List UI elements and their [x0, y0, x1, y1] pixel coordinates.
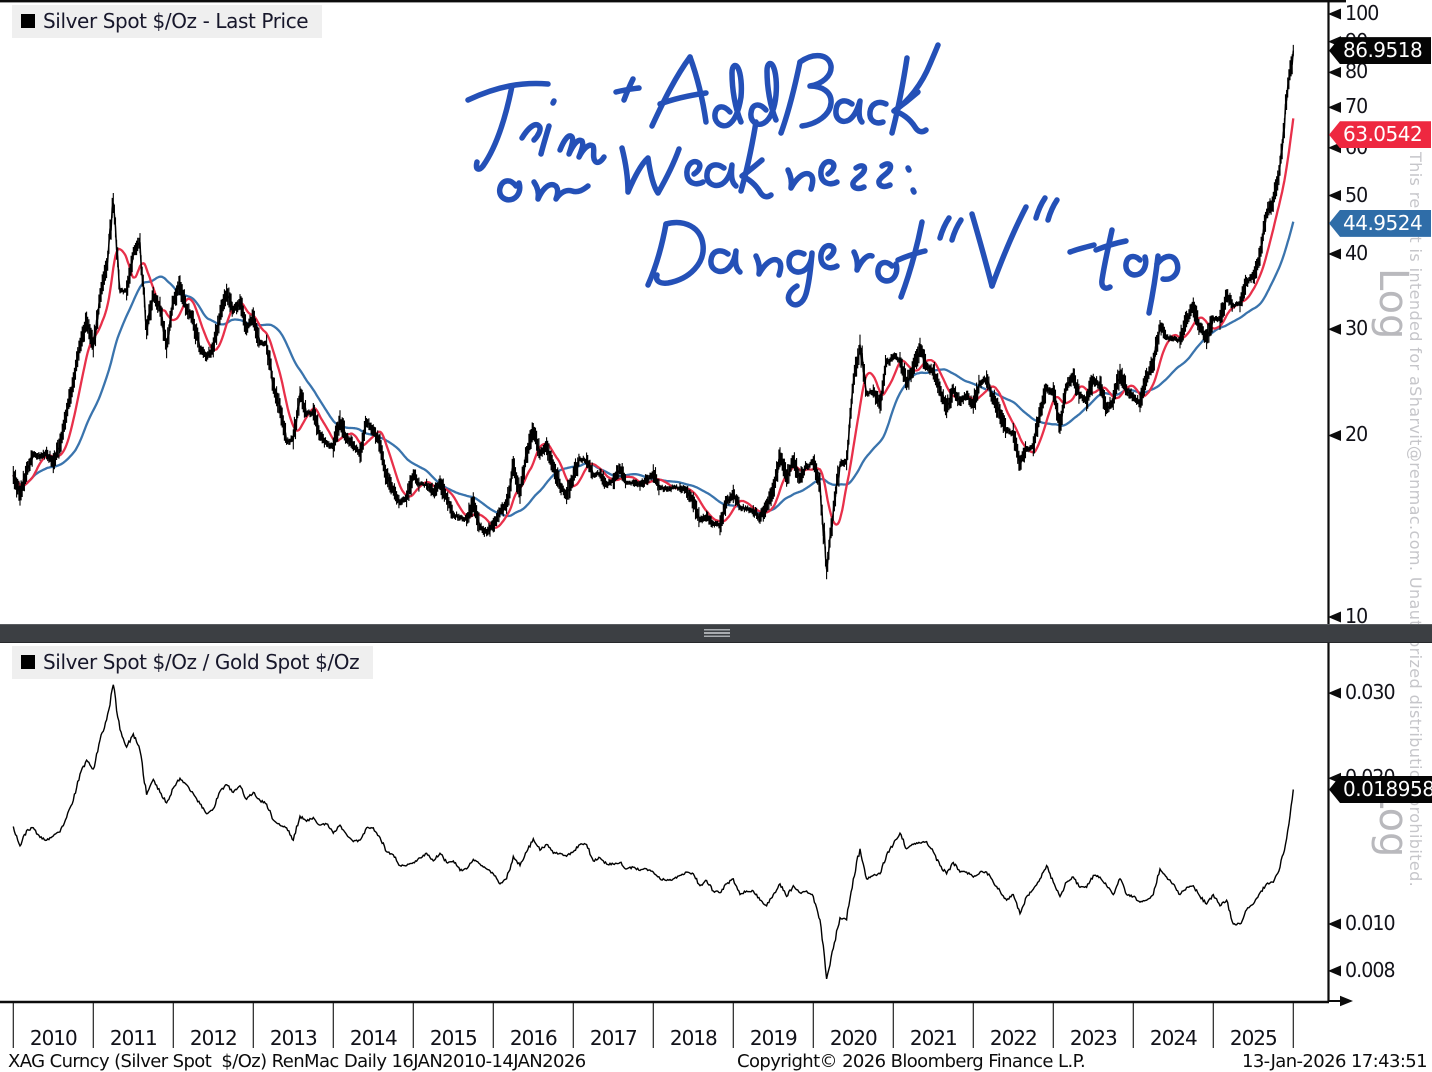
y-tick-label: 40	[1345, 240, 1368, 265]
x-year-label: 2017	[589, 1026, 638, 1050]
x-year-label: 2010	[29, 1026, 78, 1050]
legend-silver-gold-ratio[interactable]: Silver Spot $/Oz / Gold Spot $/Oz	[12, 646, 374, 679]
legend-top-label: Silver Spot $/Oz - Last Price	[43, 9, 309, 33]
y-tick-label: 100	[1345, 1, 1379, 25]
x-year-label: 2025	[1229, 1026, 1278, 1050]
series-swatch-icon	[21, 14, 35, 28]
legend-bottom-label: Silver Spot $/Oz / Gold Spot $/Oz	[43, 650, 360, 674]
footer-timestamp: 13-Jan-2026 17:43:51	[1241, 1051, 1428, 1072]
y-tick-label: 30	[1345, 316, 1368, 341]
series-swatch-icon	[21, 655, 35, 669]
panel-splitter[interactable]	[0, 624, 1432, 643]
x-year-label: 2018	[669, 1026, 718, 1050]
handwritten-annotation	[465, 42, 1181, 316]
footer-ticker-info: XAG Curncy (Silver Spot $/Oz) RenMac Dai…	[8, 1051, 586, 1072]
x-year-label: 2012	[189, 1026, 238, 1050]
footer-copyright: Copyright© 2026 Bloomberg Finance L.P.	[737, 1051, 1086, 1072]
chart-frame	[0, 0, 1353, 1048]
y-tick-label: 70	[1345, 94, 1368, 119]
legend-silver-last-price[interactable]: Silver Spot $/Oz - Last Price	[12, 5, 323, 38]
splitter-grip-icon[interactable]	[704, 629, 730, 637]
x-year-label: 2014	[349, 1026, 398, 1050]
silver-gold-ratio-panel	[12, 684, 1294, 980]
x-year-label: 2020	[829, 1026, 878, 1050]
price-tag: 63.0542	[1329, 121, 1432, 149]
y-tick-label: 0.008	[1345, 957, 1396, 982]
price-tag: 86.9518	[1329, 37, 1432, 65]
x-year-label: 2023	[1069, 1026, 1118, 1050]
x-year-label: 2013	[269, 1026, 318, 1050]
price-tag: 44.9524	[1329, 209, 1432, 237]
x-year-label: 2011	[109, 1026, 158, 1050]
y-tick-label: 80	[1345, 59, 1368, 84]
y-tick-label: 0.030	[1345, 680, 1396, 705]
x-year-label: 2019	[749, 1026, 798, 1050]
x-year-label: 2021	[909, 1026, 958, 1050]
y-tick-label: 50	[1345, 182, 1368, 207]
x-year-label: 2015	[429, 1026, 478, 1050]
x-year-label: 2016	[509, 1026, 558, 1050]
y-axis-ticks	[1328, 8, 1341, 977]
log-scale-label-top: Log	[1370, 268, 1416, 340]
y-tick-label: 10	[1345, 604, 1368, 628]
y-tick-label: 20	[1345, 422, 1368, 447]
x-year-label: 2022	[989, 1026, 1038, 1050]
y-tick-label: 0.010	[1345, 911, 1396, 935]
disclaimer-watermark: This report is intended for aSharvit@ren…	[1406, 152, 1425, 888]
x-year-label: 2024	[1149, 1026, 1198, 1050]
silver-price-panel	[12, 44, 1295, 580]
price-tag: 0.018958	[1329, 776, 1432, 804]
